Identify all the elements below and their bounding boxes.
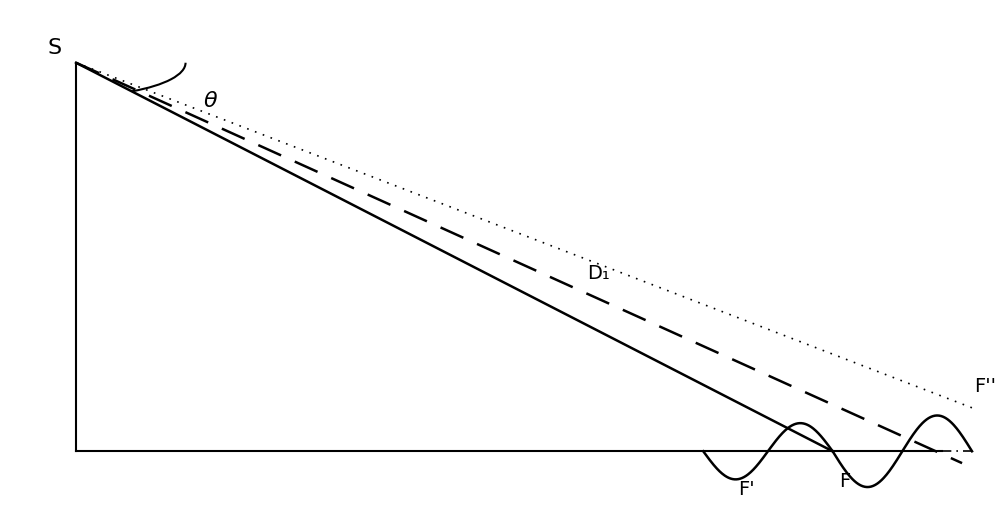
Text: D₁: D₁ [587, 264, 610, 283]
Text: θ: θ [204, 91, 217, 111]
Text: F': F' [738, 480, 754, 499]
Text: F: F [839, 472, 850, 491]
Text: S: S [47, 39, 61, 59]
Text: F'': F'' [974, 377, 996, 396]
